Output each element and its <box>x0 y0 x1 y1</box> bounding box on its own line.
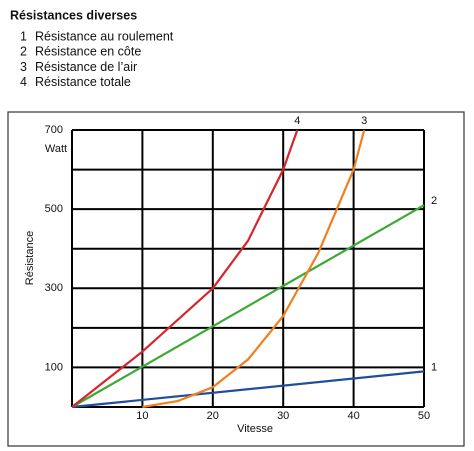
chart-title: Résistances diverses <box>10 8 137 22</box>
x-tick-label: 50 <box>418 410 430 422</box>
legend-label: Résistance totale <box>35 75 131 89</box>
chart-frame <box>7 111 465 447</box>
x-axis-label: Vitesse <box>237 423 273 435</box>
line-series <box>142 129 366 409</box>
y-tick-label: 700 <box>45 124 63 136</box>
legend-label: Résistance au roulement <box>35 29 174 43</box>
y-unit: Watt <box>45 143 67 155</box>
legend-number: 1 <box>20 29 27 43</box>
legend-number: 4 <box>20 75 27 89</box>
line-end-label: 4 <box>294 115 300 127</box>
y-axis-label: Résistance <box>24 231 36 285</box>
line-end-label: 1 <box>431 361 437 373</box>
y-tick-label: 100 <box>45 361 63 373</box>
legend-label: Résistance de l’air <box>35 60 137 74</box>
line-end-label: 2 <box>431 195 437 207</box>
line-series <box>71 370 425 409</box>
x-tick-label: 40 <box>347 410 359 422</box>
x-tick-label: 20 <box>207 410 219 422</box>
x-tick-label: 10 <box>136 410 148 422</box>
legend-number: 3 <box>20 60 27 74</box>
line-end-label: 3 <box>361 115 367 127</box>
legend-number: 2 <box>20 45 27 59</box>
legend-label: Résistance en côte <box>35 45 141 59</box>
x-tick-label: 30 <box>277 410 289 422</box>
y-tick-label: 300 <box>45 282 63 294</box>
line-series <box>71 204 425 408</box>
line-series <box>71 129 299 408</box>
y-tick-label: 500 <box>45 203 63 215</box>
